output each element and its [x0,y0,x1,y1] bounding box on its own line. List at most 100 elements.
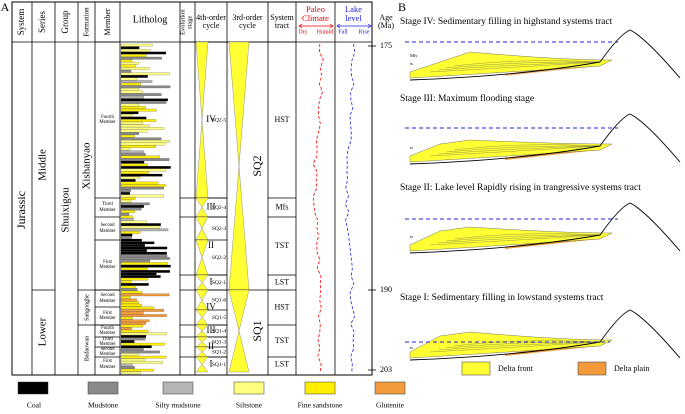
litholog-bed [120,205,145,208]
basin-profile [409,202,681,254]
litholog-bed [120,288,138,291]
litholog-bed [120,236,132,239]
surface-label: ts [410,234,413,239]
litholog-bed [120,75,148,78]
legend-label: Glutenite [376,401,405,410]
fourth-order-cycle: SQ1-4 [212,328,227,334]
litholog-bed [120,166,171,169]
litholog-bed [120,355,167,359]
legend-label: Siltstone [236,401,263,410]
litholog-bed [120,358,146,362]
litholog-bed [120,303,142,307]
litholog-bed [120,348,144,351]
member: First Member [99,359,116,370]
legend-swatch [577,361,607,376]
header: Dry [298,29,307,35]
lamina [437,61,601,71]
legend-label: Delta front [498,364,534,373]
litholog-bed [120,207,142,211]
cycle-shape [228,165,250,291]
fourth-order-cycle: SQ1-2 [212,349,227,355]
litholog-bed [120,147,131,151]
cycle-shape [195,216,209,229]
fourth-order-cycle: SQ1-1 [212,362,227,368]
litholog-bed [120,179,136,182]
fourth-order-cycle: SQ2-2 [212,255,227,261]
litholog-bed [120,267,148,271]
member: Second Member [99,223,116,234]
lamina [445,61,601,69]
litholog-bed [120,371,141,375]
series: Lower [37,317,49,346]
litholog-bed [120,280,132,284]
litholog-bed [120,316,133,320]
litholog-bed [120,368,154,372]
litholog-bed [120,228,169,232]
cycle-shape [195,341,209,348]
system-tract: TST [275,336,289,345]
litholog-bed [120,95,144,99]
cycle-shape [195,119,209,199]
lamina [453,144,601,151]
litholog-bed [120,293,170,297]
litholog-bed [120,210,135,213]
header: System tract [270,12,294,30]
litholog-bed [120,108,157,112]
litholog-bed [120,153,146,156]
stage-title: Stage IV: Sedimentary filling in highsta… [400,16,613,27]
cycle-shape [195,336,209,343]
delta-front [409,51,613,79]
cycle-shape [195,309,209,318]
header: Group [60,10,70,33]
litholog-bed [120,251,167,255]
litholog-bed [120,363,133,367]
litholog-bed [120,150,145,154]
litholog-bed [120,194,164,198]
litholog-bed [120,215,133,219]
litholog-bed [120,49,151,52]
lamina [429,341,601,353]
stage-title: Stage I: Sedimentary filling in lowstand… [400,292,604,303]
litholog-bed [120,59,133,63]
basin-profile [409,113,681,165]
legend-swatch [304,381,336,395]
litholog-bed [120,296,131,299]
litholog-bed [120,124,150,128]
litholog-bed [120,314,167,317]
cycle-shape [228,289,250,332]
litholog-bed [120,246,168,250]
litholog-bed [120,264,171,268]
system-tract: LST [275,277,289,286]
litholog-bed [120,67,150,70]
litholog-bed [120,85,171,89]
header: Series [37,11,47,33]
header: System [16,9,26,36]
litholog-bed [120,350,160,354]
litholog-bed [120,80,153,83]
litholog-bed [120,223,161,226]
litholog-bed [120,329,149,333]
surface-label: Mfs [410,53,417,58]
litholog-bed [120,311,144,315]
litholog-bed [120,199,132,203]
header: Formation [83,7,91,37]
lake-curve [344,43,356,373]
header: Humid [317,29,334,35]
legend-swatch [233,381,265,395]
litholog-bed [120,186,164,190]
litholog-bed [120,127,165,130]
fourth-order-cycle: SQ2-3 [212,226,227,232]
litholog-bed [120,277,148,281]
evolution-stage: III [207,325,216,335]
litholog-bed [120,51,167,55]
member: Second Member [99,346,116,357]
litholog-bed [120,145,156,148]
litholog-bed [120,82,141,86]
stage-title: Stage II: Lake level Rapidly rising in t… [400,183,641,193]
litholog-bed [120,54,147,57]
legend-swatch [374,381,406,395]
litholog-bed [120,134,135,138]
litholog-bed [120,103,140,107]
delta-front [409,226,613,252]
litholog-bed [120,72,170,76]
